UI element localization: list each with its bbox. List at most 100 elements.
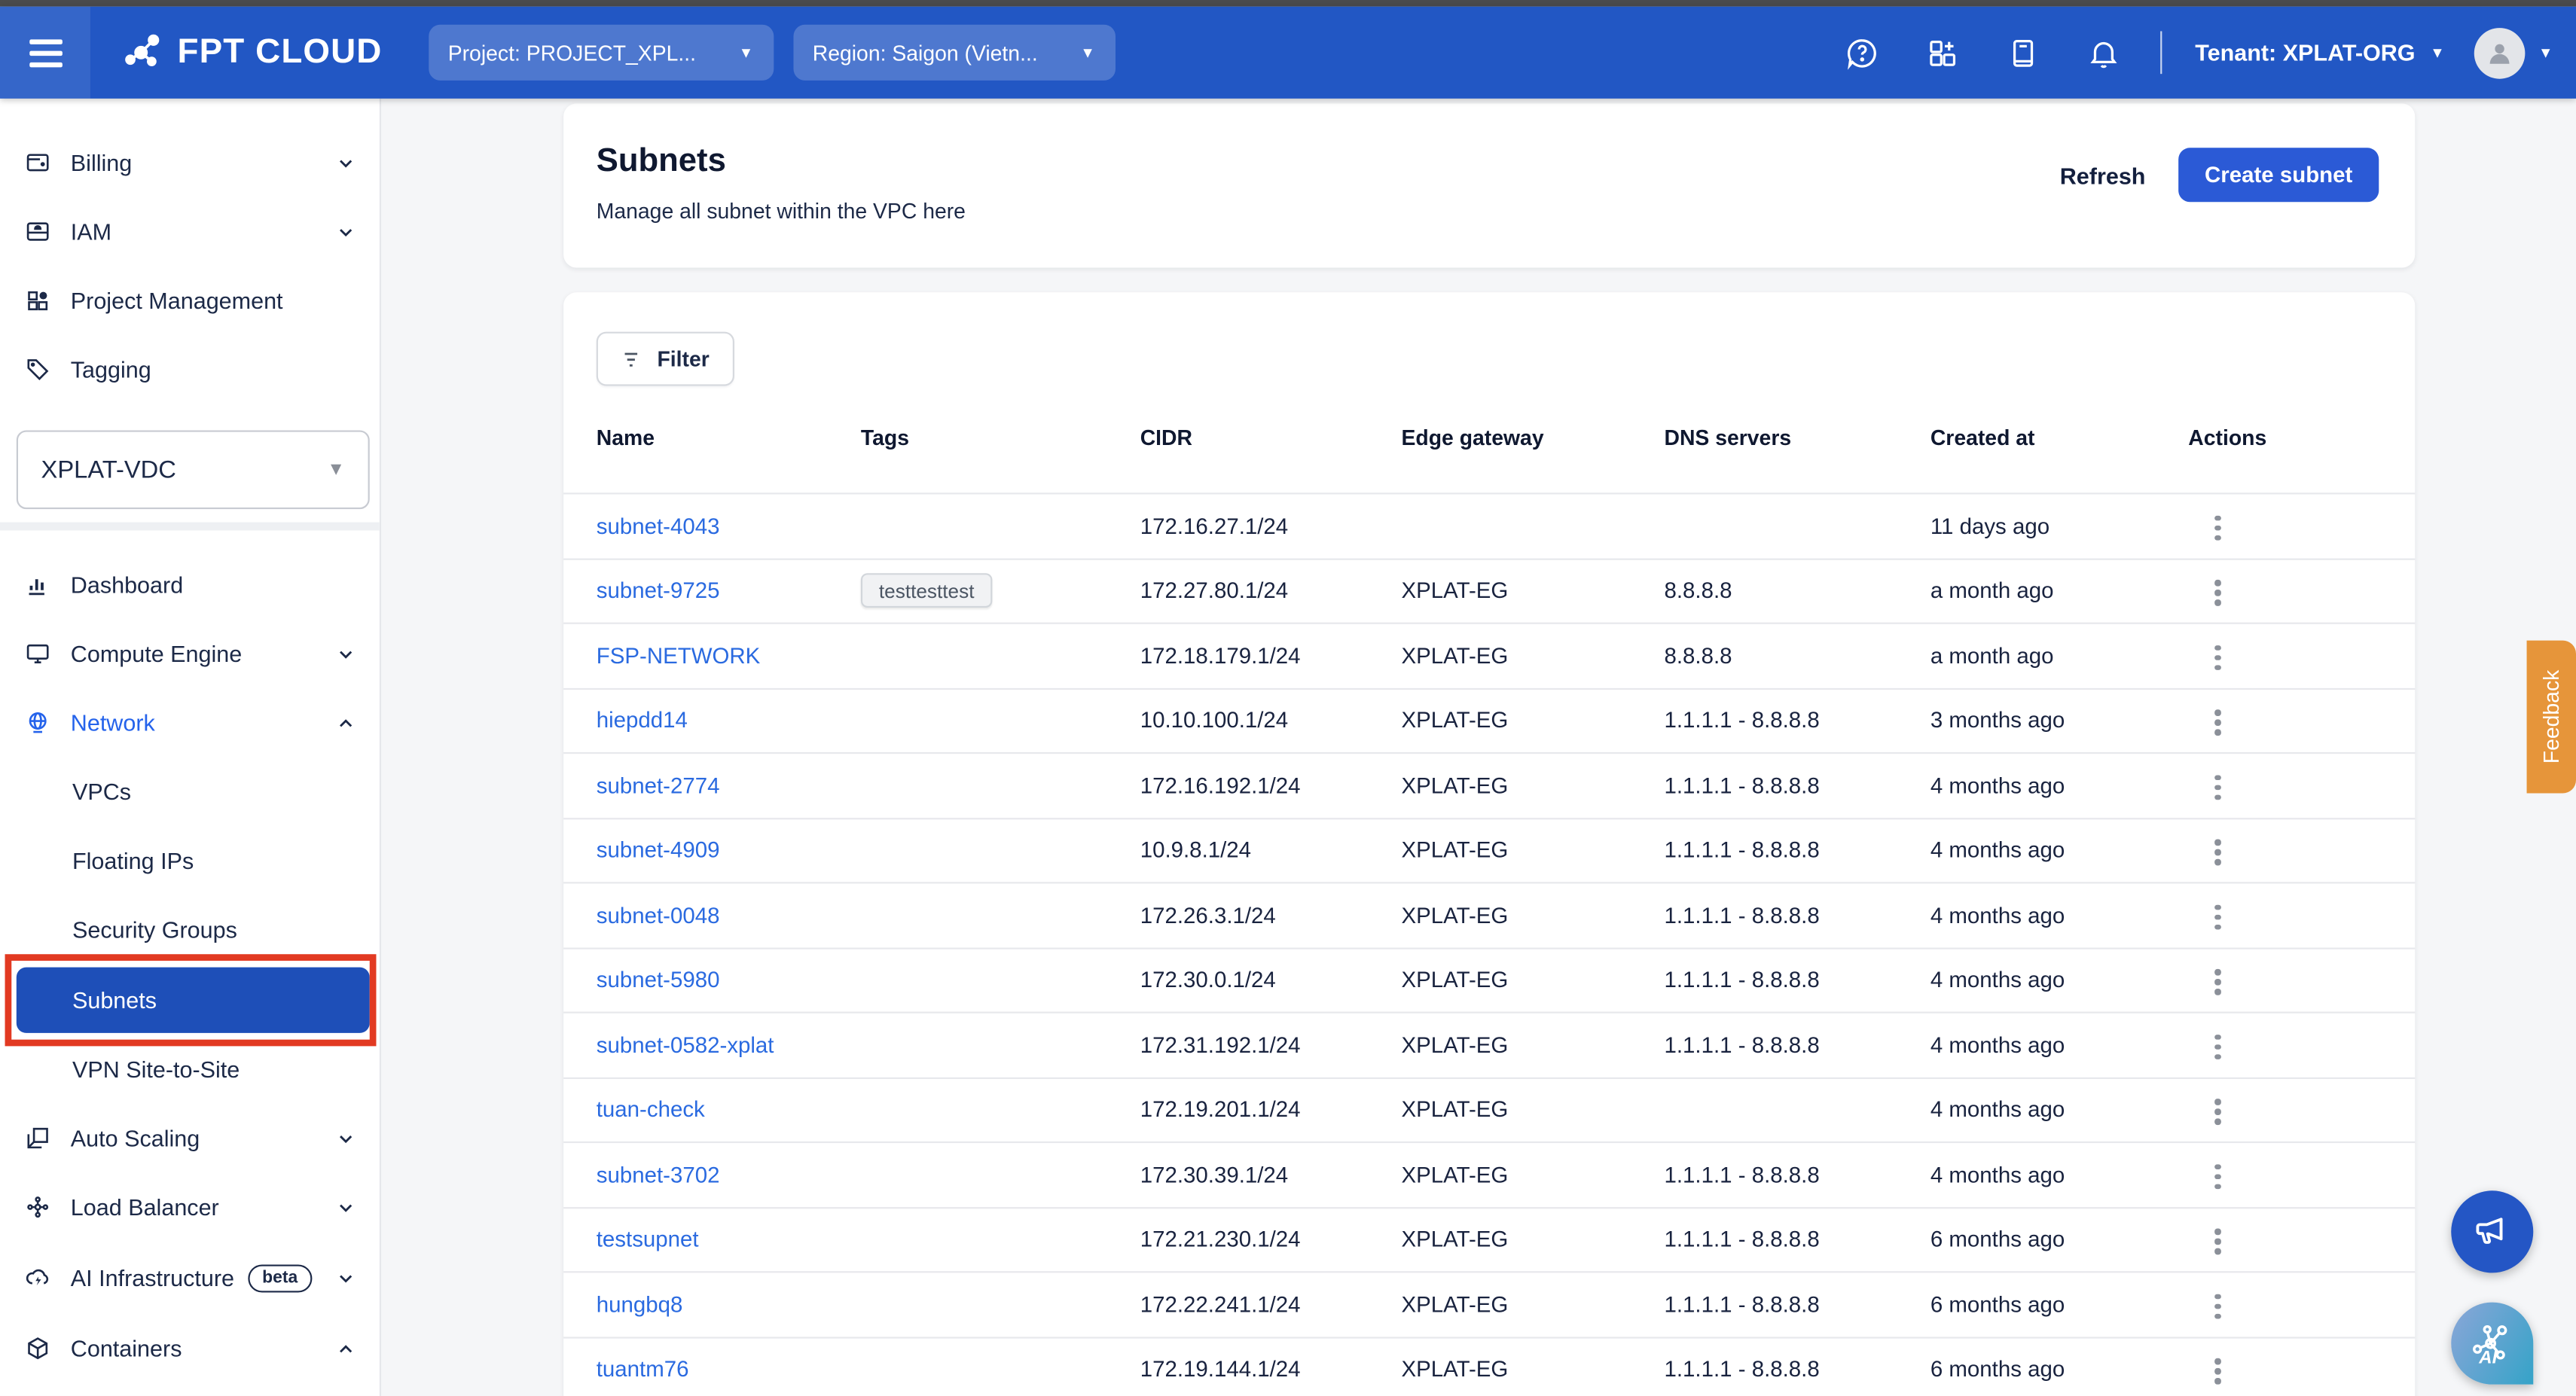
subnet-name-link[interactable]: tuantm76 [596, 1357, 689, 1382]
nodes-icon [27, 1196, 49, 1218]
subnet-name-cell: subnet-0048 [597, 903, 861, 928]
table-row: FSP-NETWORK 172.18.179.1/24 XPLAT-EG 8.8… [563, 624, 2416, 689]
sidebar-item-compute-engine[interactable]: Compute Engine [0, 619, 381, 688]
row-actions-kebab-icon[interactable] [2202, 1024, 2234, 1069]
header-actions: Refresh Create subnet [2046, 148, 2379, 203]
filter-button[interactable]: Filter [596, 331, 734, 386]
sidebar-item-network[interactable]: Network [0, 688, 381, 757]
sidebar-item-dashboard[interactable]: Dashboard [0, 550, 381, 620]
edge-gateway-cell: XPLAT-EG [1401, 643, 1509, 669]
subnet-name-link[interactable]: subnet-3702 [596, 1162, 720, 1187]
row-actions-kebab-icon[interactable] [2202, 1349, 2234, 1394]
help-chat-icon[interactable] [1845, 35, 1880, 70]
row-actions-kebab-icon[interactable] [2202, 1090, 2234, 1135]
sidebar-item-load-balancer[interactable]: Load Balancer [0, 1172, 381, 1242]
dns-servers-cell: 8.8.8.8 [1664, 578, 1732, 604]
apps-plus-icon[interactable] [1926, 35, 1961, 70]
created-at-cell: 4 months ago [1930, 837, 2065, 863]
cidr-cell: 172.21.230.1/24 [1140, 1227, 1301, 1252]
table-row: hiepdd14 10.10.100.1/24 XPLAT-EG 1.1.1.1… [563, 689, 2416, 754]
feedback-tab[interactable]: Feedback [2526, 640, 2576, 794]
row-actions-kebab-icon[interactable] [2202, 1284, 2234, 1329]
subnet-name-cell: FSP-NETWORK [597, 643, 861, 668]
create-subnet-button[interactable]: Create subnet [2178, 148, 2379, 203]
sidebar-subitem-floating-ips[interactable]: Floating IPs [72, 847, 194, 874]
chevron-down-icon [340, 1274, 353, 1282]
subnet-name-link[interactable]: subnet-2774 [596, 773, 720, 798]
filter-icon [624, 352, 638, 366]
cidr-cell: 172.16.27.1/24 [1140, 514, 1289, 538]
sidebar-subitem-vpn-site-to-site[interactable]: VPN Site-to-Site [72, 1056, 240, 1083]
sidebar-item-iam[interactable]: IAM [0, 197, 381, 267]
tag-icon [27, 359, 49, 380]
user-avatar[interactable] [2474, 26, 2526, 78]
vdc-selector[interactable]: XPLAT-VDC ▼ [16, 430, 370, 510]
subnet-name-link[interactable]: subnet-5980 [596, 968, 720, 992]
column-header-tags: Tags [860, 425, 910, 450]
sidebar-item-auto-scaling[interactable]: Auto Scaling [0, 1104, 381, 1173]
subnet-name-link[interactable]: hiepdd14 [596, 708, 688, 733]
sidebar-item-project-management[interactable]: Project Management [0, 266, 381, 335]
ai-assistant-fab[interactable]: AI [2451, 1302, 2534, 1385]
sidebar-item-containers[interactable]: Containers [0, 1314, 381, 1383]
subnet-name-link[interactable]: subnet-0582-xplat [596, 1032, 774, 1058]
svg-text:AI: AI [2478, 1347, 2498, 1367]
actions-cell [2188, 501, 2415, 550]
sidebar-item-ai-infrastructure[interactable]: AI Infrastructure beta [0, 1243, 381, 1312]
cube-icon [28, 1337, 48, 1360]
hamburger-menu-icon[interactable] [0, 6, 90, 99]
created-at-cell: 4 months ago [1930, 773, 2065, 798]
row-actions-kebab-icon[interactable] [2202, 830, 2234, 875]
subnet-name-link[interactable]: hungbq8 [596, 1291, 683, 1317]
subnet-name-cell: subnet-4043 [597, 514, 861, 538]
docs-icon[interactable] [2006, 35, 2040, 70]
grid-icon [28, 291, 48, 311]
table-row: subnet-4909 10.9.8.1/24 XPLAT-EG 1.1.1.1… [563, 818, 2416, 884]
dns-servers-cell: 1.1.1.1 - 8.8.8.8 [1664, 1032, 1820, 1058]
bar-chart-icon [29, 579, 44, 596]
subnet-name-link[interactable]: subnet-4909 [596, 837, 720, 863]
row-actions-kebab-icon[interactable] [2202, 765, 2234, 810]
table-row: subnet-9725 testtesttest 172.27.80.1/24 … [563, 559, 2416, 624]
row-actions-kebab-icon[interactable] [2202, 700, 2234, 745]
table-row: testsupnet 172.21.230.1/24 XPLAT-EG 1.1.… [563, 1208, 2416, 1273]
row-actions-kebab-icon[interactable] [2202, 959, 2234, 1004]
sidebar-subitem-vpcs[interactable]: VPCs [72, 778, 132, 805]
table-header-row: Name Tags CIDR Edge gateway DNS servers … [563, 409, 2416, 495]
caret-down-icon[interactable]: ▼ [2538, 44, 2553, 61]
chevron-down-icon [340, 159, 353, 167]
subnet-name-link[interactable]: FSP-NETWORK [596, 643, 761, 669]
sidebar-subitem-security-groups[interactable]: Security Groups [72, 916, 237, 943]
row-actions-kebab-icon[interactable] [2202, 895, 2234, 940]
actions-cell [2188, 696, 2415, 745]
actions-cell [2188, 826, 2415, 875]
tenant-selector[interactable]: Tenant: XPLAT-ORG ▼ [2195, 39, 2445, 66]
column-header-cidr: CIDR [1140, 425, 1193, 450]
actions-cell [2188, 956, 2415, 1004]
row-actions-kebab-icon[interactable] [2202, 1219, 2234, 1264]
row-actions-kebab-icon[interactable] [2202, 570, 2234, 615]
region-selector[interactable]: Region: Saigon (Vietn... ▼ [792, 24, 1116, 81]
dns-servers-cell: 1.1.1.1 - 8.8.8.8 [1664, 1162, 1820, 1187]
sidebar-item-billing[interactable]: Billing [0, 128, 381, 197]
subnet-name-cell: subnet-9725 [597, 578, 861, 603]
project-selector[interactable]: Project: PROJECT_XPL... ▼ [428, 24, 774, 81]
subnet-name-link[interactable]: subnet-9725 [596, 578, 720, 604]
sidebar-subitem-subnets[interactable]: Subnets [16, 967, 370, 1033]
refresh-button[interactable]: Refresh [2046, 152, 2159, 198]
edge-gateway-cell: XPLAT-EG [1401, 1162, 1509, 1187]
created-at-cell: 4 months ago [1930, 1097, 2065, 1123]
subnet-name-link[interactable]: testsupnet [596, 1227, 699, 1252]
table-row: subnet-0582-xplat 172.31.192.1/24 XPLAT-… [563, 1013, 2416, 1078]
bell-icon[interactable] [2086, 35, 2121, 70]
announcement-fab[interactable] [2451, 1190, 2534, 1273]
column-header-created-at: Created at [1930, 425, 2035, 450]
subnet-name-link[interactable]: tuan-check [596, 1097, 705, 1123]
subnet-name-link[interactable]: subnet-0048 [596, 903, 720, 928]
row-actions-kebab-icon[interactable] [2202, 505, 2234, 550]
created-at-cell: 11 days ago [1930, 514, 2050, 538]
row-actions-kebab-icon[interactable] [2202, 636, 2234, 681]
sidebar-item-tagging[interactable]: Tagging [0, 335, 381, 404]
subnet-name-link[interactable]: subnet-4043 [596, 514, 720, 538]
row-actions-kebab-icon[interactable] [2202, 1154, 2234, 1199]
